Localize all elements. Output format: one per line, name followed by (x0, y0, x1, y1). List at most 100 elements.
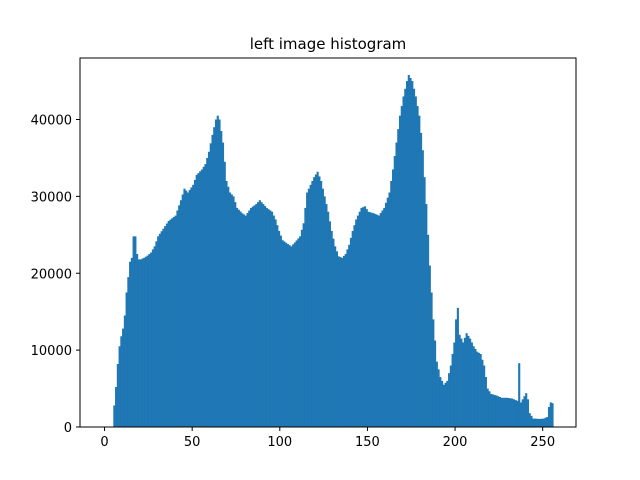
histogram-bar (199, 171, 202, 427)
histogram-bar (318, 176, 321, 427)
histogram-bar (214, 119, 218, 427)
histogram-bar (523, 396, 526, 427)
histogram-bar (383, 207, 386, 427)
histogram-bar (428, 265, 431, 427)
histogram-bar (369, 212, 372, 427)
histogram-bar (421, 150, 424, 427)
histogram-bar (162, 228, 165, 427)
histogram-bar (304, 207, 307, 427)
histogram-bar (376, 214, 379, 427)
histogram-bar (176, 210, 179, 427)
histogram-bar (484, 377, 487, 427)
histogram-bar (539, 418, 542, 427)
x-tick-label: 50 (184, 435, 201, 450)
histogram-bar (129, 261, 132, 427)
histogram-bar (136, 254, 139, 427)
histogram-bar (402, 96, 405, 427)
histogram-bar (483, 365, 486, 427)
histogram-bar (314, 174, 317, 427)
histogram-bar (388, 192, 391, 427)
histogram-bar (521, 399, 524, 427)
histogram-bar (316, 171, 319, 427)
y-tick-label: 10000 (31, 344, 72, 359)
y-tick-label: 40000 (31, 114, 72, 129)
histogram-bar (434, 340, 437, 427)
histogram-bar (190, 187, 193, 427)
histogram-bar (157, 236, 160, 427)
histogram-bar (202, 166, 205, 427)
histogram-bar (118, 346, 121, 427)
histogram-bar (460, 338, 463, 427)
histogram-bar (342, 255, 346, 427)
histogram-bar (381, 210, 384, 427)
plot-frame (79, 57, 577, 428)
histogram-bar (153, 246, 156, 427)
x-tick-label: 200 (443, 435, 468, 450)
histogram-bar (272, 215, 275, 427)
histogram-bar (241, 213, 244, 427)
histogram-bar (122, 328, 125, 427)
histogram-bar (470, 342, 473, 427)
histogram-bar (528, 413, 531, 427)
histogram-bar (207, 151, 211, 427)
histogram-bar (244, 215, 247, 427)
histogram-bar (479, 353, 482, 427)
histogram-bar (544, 417, 547, 427)
histogram-bar (325, 204, 328, 427)
histogram-bar (235, 207, 239, 427)
histogram-bar (391, 169, 395, 427)
x-tick-label: 150 (355, 435, 380, 450)
histogram-bar (411, 81, 414, 427)
histogram-bar (293, 242, 296, 427)
histogram-bar (174, 215, 177, 427)
histogram-bar (393, 156, 396, 427)
histogram-bar (451, 353, 454, 427)
histogram-bar (257, 202, 260, 427)
histogram-bar (547, 407, 551, 427)
histogram-bar (435, 361, 438, 427)
histogram-bar (221, 142, 225, 427)
histogram-bar (367, 211, 370, 427)
histogram-bar (276, 225, 279, 427)
histogram-bar (409, 77, 412, 428)
histogram-bar (465, 333, 468, 427)
histogram-bar (283, 241, 286, 427)
y-tick-label: 0 (64, 421, 72, 436)
x-tick-label: 0 (100, 435, 108, 450)
histogram-bar (456, 307, 459, 427)
histogram-bar (437, 369, 440, 427)
histogram-bar (509, 398, 512, 427)
histogram-bar (220, 131, 223, 427)
histogram-bar (441, 380, 444, 427)
histogram-bar (339, 257, 342, 427)
histogram-bar (295, 240, 298, 427)
histogram-bar (200, 169, 204, 427)
histogram-bar (306, 192, 309, 427)
histogram-bar (265, 207, 268, 427)
histogram-bar (218, 119, 221, 427)
histogram-bar (172, 216, 175, 427)
histogram-bar (150, 252, 153, 427)
histogram-bar (413, 88, 416, 427)
histogram-bar (167, 220, 170, 427)
histogram-bar (311, 181, 314, 427)
histogram-bar (286, 244, 289, 427)
histogram-bar (206, 157, 209, 427)
histogram-bar (472, 346, 475, 427)
histogram-bar (384, 202, 388, 427)
histogram-bar (279, 235, 282, 427)
histogram-bar (141, 258, 144, 427)
histogram-bar (130, 257, 133, 427)
histogram-bar (395, 142, 398, 427)
histogram-bar (204, 164, 207, 427)
histogram-bar (155, 241, 158, 427)
histogram-bar (143, 257, 146, 427)
histogram-bar (360, 207, 363, 427)
histogram-bar (246, 213, 249, 427)
histogram-bar (358, 211, 361, 427)
histogram-bar (297, 238, 300, 427)
histogram-bar (337, 256, 340, 427)
histogram-bar (365, 209, 368, 427)
histogram-bar (540, 418, 544, 427)
